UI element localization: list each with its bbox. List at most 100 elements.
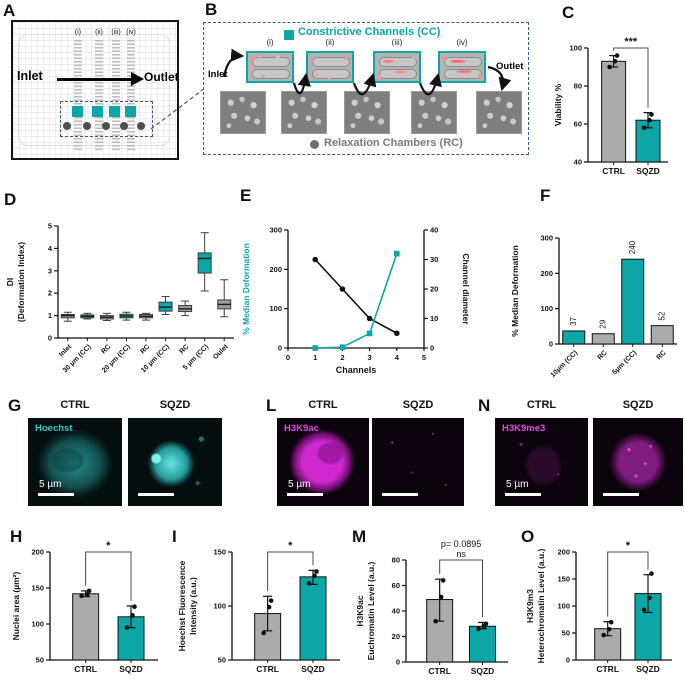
svg-text:100: 100: [31, 620, 44, 629]
svg-text:DI: DI: [5, 278, 15, 287]
channel-column: [112, 40, 120, 150]
scale-bar: [138, 492, 174, 496]
channel-column: [74, 40, 82, 150]
svg-text:% Median Deformation: % Median Deformation: [510, 245, 520, 337]
svg-text:80: 80: [392, 556, 400, 565]
outlet-label: Outlet: [496, 61, 524, 72]
rc-marker-icon: [102, 122, 110, 130]
svg-text:0: 0: [396, 658, 400, 667]
svg-text:200: 200: [557, 548, 570, 557]
svg-text:150: 150: [557, 575, 570, 584]
h3k9ac-sqzd-micrograph: [372, 418, 464, 506]
h3k9me3-ctrl-micrograph: H3K9me3 5 µm: [495, 418, 588, 506]
flow-arrow-head: [131, 72, 144, 86]
cc-legend-label: Constrictive Channels (CC): [298, 26, 441, 38]
cc-marker-icon: [72, 106, 83, 117]
flow-arrow: [57, 78, 133, 81]
svg-text:5: 5: [422, 353, 426, 362]
svg-text:Nuclei area (µm²): Nuclei area (µm²): [11, 571, 21, 640]
h3k9ac-ctrl-micrograph: H3K9ac 5 µm: [277, 418, 369, 506]
g-sqzd-header: SQZD: [159, 399, 191, 411]
svg-text:20: 20: [430, 285, 438, 294]
svg-text:*: *: [626, 540, 631, 552]
channel-micrograph: [246, 51, 294, 83]
svg-text:RC: RC: [597, 349, 609, 361]
svg-text:Inlet: Inlet: [58, 343, 74, 359]
svg-text:1: 1: [313, 353, 317, 362]
outlet-label: Outlet: [144, 70, 179, 84]
svg-text:(Deformation Index): (Deformation Index): [16, 242, 26, 322]
svg-text:100: 100: [269, 304, 282, 313]
svg-text:50: 50: [562, 629, 570, 638]
l-sqzd-header: SQZD: [402, 399, 434, 411]
zoom-connector-line: [150, 87, 206, 130]
l-ctrl-header: CTRL: [308, 399, 338, 411]
svg-text:40: 40: [430, 226, 438, 235]
nucleus-image: [277, 418, 369, 506]
rc-marker-icon: [83, 122, 91, 130]
scale-bar: [382, 492, 418, 496]
chart-svg: 0 20 40 60 80 H3K9ac Euchromatin Level (a.u.) C…: [355, 539, 508, 676]
chart-svg: 50 100 150 Hoechst Fluorescence Intensity (a…: [177, 540, 340, 674]
inlet-label: Inlet: [208, 69, 228, 80]
h3k9me3-sqzd-micrograph: [593, 418, 683, 506]
svg-text:Channel diameter: Channel diameter: [461, 253, 470, 325]
channel-roman-label: (ii): [95, 29, 103, 36]
zoom-region-rect: [60, 101, 153, 137]
svg-text:1: 1: [48, 311, 52, 320]
rc-marker-icon: [120, 122, 128, 130]
panel-l-letter: L: [266, 396, 277, 415]
channel-roman-label: (iii): [391, 38, 403, 47]
svg-text:100: 100: [540, 304, 553, 313]
svg-text:SQZD: SQZD: [119, 664, 143, 674]
cc-marker-icon: [125, 106, 136, 117]
euchromatin-chart: 0 20 40 60 80 H3K9ac Euchromatin Level (a.u.) C…: [352, 530, 520, 682]
rc-micrograph: [220, 91, 266, 134]
deformation-vs-diameter-chart: 0 100 200 300 0 10 20 30 40 0 1 2 3 4 5 Channels % Media…: [238, 218, 471, 391]
channel-column: [127, 40, 135, 150]
stain-label: H3K9ac: [284, 423, 319, 434]
channel-roman-label: (i): [266, 38, 274, 47]
svg-text:3: 3: [368, 353, 372, 362]
deformation-index-boxplot: 0 1 2 3 4 5 DI (Deformation Index) Inlet 30 µm (C…: [2, 216, 238, 393]
svg-text:100: 100: [569, 44, 582, 53]
chart-svg: 40 60 80 100 Viability % CTRL SQZD ***: [553, 36, 668, 176]
svg-text:40: 40: [574, 158, 582, 167]
inlet-label: Inlet: [17, 69, 43, 83]
svg-text:4: 4: [395, 353, 400, 362]
channel-roman-label: (iv): [126, 29, 136, 36]
svg-text:150: 150: [213, 548, 226, 557]
cc-marker-icon: [92, 106, 103, 117]
cc-marker-icon: [109, 106, 120, 117]
svg-text:3: 3: [48, 266, 52, 275]
scale-text: 5 µm: [288, 479, 311, 490]
stain-label: Hoechst: [35, 423, 73, 434]
rc-micrograph: [281, 91, 327, 134]
svg-text:Hoechst Fluorescence: Hoechst Fluorescence: [177, 560, 187, 651]
svg-text:% Median Deformation: % Median Deformation: [241, 243, 251, 335]
svg-text:RC: RC: [178, 343, 190, 355]
svg-text:80: 80: [574, 82, 582, 91]
panel-h-letter: H: [10, 527, 23, 546]
device-schematic: (i) (ii) (iii) (iv) Inlet Outlet: [11, 20, 179, 160]
svg-text:Intensity (a.u.): Intensity (a.u.): [188, 577, 198, 635]
channel-column: [95, 40, 103, 150]
chart-svg: 0 100 200 300 0 10 20 30 40 0 1 2 3 4 5 Channels % Media…: [241, 226, 471, 376]
nuclei-area-chart: 50 100 150 200 Nuclei area (µm²) CTRL SQZD *: [6, 534, 168, 682]
svg-text:SQZD: SQZD: [301, 664, 325, 674]
stain-label: H3K9me3: [502, 423, 546, 434]
panel-c-letter: C: [562, 3, 575, 22]
svg-text:50: 50: [218, 656, 226, 665]
svg-text:0: 0: [549, 340, 553, 349]
svg-text:CTRL: CTRL: [428, 666, 451, 676]
panel-d-letter: D: [4, 190, 17, 209]
svg-text:10µm (CC): 10µm (CC): [550, 349, 580, 379]
svg-text:300: 300: [540, 234, 553, 243]
svg-text:Oulet: Oulet: [212, 343, 230, 361]
scale-text: 5 µm: [506, 479, 529, 490]
channel-roman-label: (i): [74, 29, 82, 36]
svg-text:CTRL: CTRL: [602, 166, 625, 176]
rc-legend-label: Relaxation Chambers (RC): [324, 137, 463, 149]
chip-outline: [18, 34, 170, 146]
